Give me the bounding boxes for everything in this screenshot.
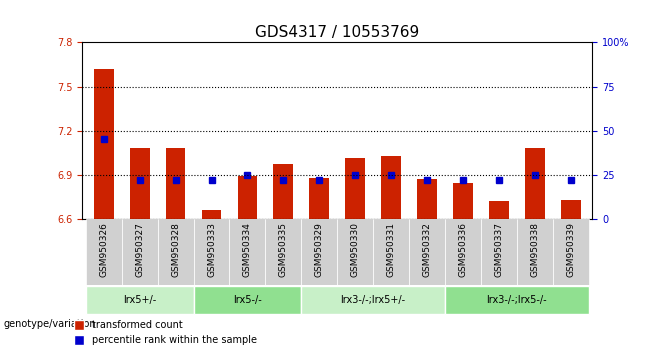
- Bar: [417, 179, 437, 219]
- Text: lrx3-/-;lrx5-/-: lrx3-/-;lrx5-/-: [486, 295, 547, 305]
- FancyBboxPatch shape: [553, 219, 589, 285]
- Text: lrx5+/-: lrx5+/-: [123, 295, 157, 305]
- Title: GDS4317 / 10553769: GDS4317 / 10553769: [255, 25, 419, 40]
- FancyBboxPatch shape: [338, 219, 373, 285]
- FancyBboxPatch shape: [86, 219, 122, 285]
- Bar: [201, 210, 221, 219]
- Text: GSM950327: GSM950327: [135, 222, 144, 277]
- FancyBboxPatch shape: [301, 286, 445, 314]
- Text: GSM950330: GSM950330: [351, 222, 360, 277]
- FancyBboxPatch shape: [122, 219, 158, 285]
- Text: lrx5-/-: lrx5-/-: [233, 295, 262, 305]
- FancyBboxPatch shape: [301, 219, 338, 285]
- Text: GSM950338: GSM950338: [530, 222, 540, 277]
- Text: lrx3-/-;lrx5+/-: lrx3-/-;lrx5+/-: [341, 295, 406, 305]
- FancyBboxPatch shape: [158, 219, 193, 285]
- Bar: [381, 155, 401, 219]
- FancyBboxPatch shape: [409, 219, 445, 285]
- Text: genotype/variation: genotype/variation: [3, 319, 96, 329]
- FancyBboxPatch shape: [445, 219, 481, 285]
- FancyBboxPatch shape: [265, 219, 301, 285]
- Legend: transformed count, percentile rank within the sample: transformed count, percentile rank withi…: [70, 316, 261, 349]
- Text: GSM950332: GSM950332: [422, 222, 432, 277]
- Bar: [94, 69, 114, 219]
- FancyBboxPatch shape: [445, 286, 589, 314]
- Text: GSM950333: GSM950333: [207, 222, 216, 277]
- Text: GSM950336: GSM950336: [459, 222, 467, 277]
- Text: GSM950334: GSM950334: [243, 222, 252, 277]
- FancyBboxPatch shape: [86, 286, 193, 314]
- FancyBboxPatch shape: [193, 286, 301, 314]
- Text: GSM950335: GSM950335: [279, 222, 288, 277]
- Bar: [130, 148, 149, 219]
- Text: GSM950328: GSM950328: [171, 222, 180, 277]
- Text: GSM950337: GSM950337: [494, 222, 503, 277]
- Bar: [274, 164, 293, 219]
- Bar: [345, 159, 365, 219]
- FancyBboxPatch shape: [481, 219, 517, 285]
- Text: GSM950331: GSM950331: [387, 222, 395, 277]
- Bar: [561, 200, 580, 219]
- Text: GSM950329: GSM950329: [315, 222, 324, 277]
- FancyBboxPatch shape: [517, 219, 553, 285]
- FancyBboxPatch shape: [373, 219, 409, 285]
- Bar: [309, 178, 329, 219]
- Bar: [453, 183, 473, 219]
- Bar: [238, 176, 257, 219]
- FancyBboxPatch shape: [230, 219, 265, 285]
- Bar: [166, 148, 186, 219]
- Text: GSM950339: GSM950339: [566, 222, 575, 277]
- FancyBboxPatch shape: [193, 219, 230, 285]
- Text: GSM950326: GSM950326: [99, 222, 109, 277]
- Bar: [525, 148, 545, 219]
- Bar: [489, 201, 509, 219]
